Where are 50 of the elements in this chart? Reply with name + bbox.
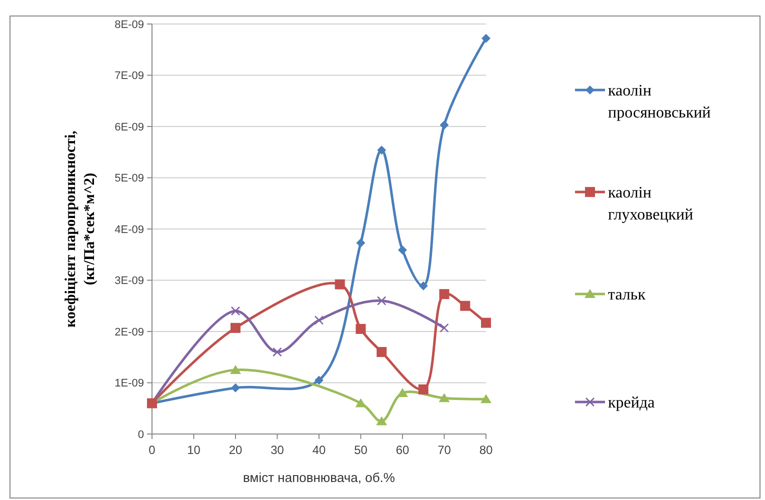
point <box>230 322 240 333</box>
x-axis-title: вміст наповнювача, об.% <box>243 470 396 485</box>
y-tick-label: 4E-09 <box>114 224 144 236</box>
point <box>480 394 492 404</box>
legend-label: каолін глуховецкий <box>608 184 694 224</box>
point <box>272 347 282 357</box>
point <box>356 324 366 334</box>
point <box>482 34 490 43</box>
y-tick-label: 1E-09 <box>114 378 144 390</box>
point <box>418 281 428 290</box>
point <box>231 383 240 392</box>
point <box>376 347 387 357</box>
point <box>397 388 408 397</box>
x-tick-label: 70 <box>438 443 452 457</box>
x-tick-label: 20 <box>228 443 242 457</box>
point <box>438 393 450 402</box>
point <box>230 364 241 374</box>
point <box>356 238 366 248</box>
x-tick-label: 50 <box>354 443 368 457</box>
x-tick-label: 80 <box>479 443 493 457</box>
point <box>376 296 386 306</box>
x-tick-label: 30 <box>270 443 284 457</box>
point <box>481 318 491 328</box>
point <box>377 146 386 155</box>
x-tick-label: 40 <box>312 443 326 457</box>
point <box>230 306 240 316</box>
point <box>440 323 449 333</box>
y-tick-label: 0 <box>138 428 144 441</box>
y-tick-label: 3E-09 <box>114 275 144 288</box>
y-tick-label: 6E-09 <box>114 121 144 134</box>
legend-label: каолін просяновський <box>608 82 712 122</box>
y-tick-label: 5E-09 <box>114 172 144 185</box>
x-tick-label: 0 <box>148 443 156 457</box>
point <box>398 246 407 255</box>
point <box>314 376 324 385</box>
y-tick-label: 2E-09 <box>114 326 144 338</box>
legend-label: тальк <box>608 286 646 304</box>
point <box>460 300 470 311</box>
legend-label: крейда <box>608 394 655 412</box>
y-tick-label: 8E-09 <box>114 18 144 31</box>
x-tick-label: 10 <box>187 443 201 457</box>
point <box>440 120 449 130</box>
x-tick-label: 60 <box>396 443 410 457</box>
y-tick-label: 7E-09 <box>114 70 144 82</box>
point <box>418 384 428 394</box>
point <box>334 279 345 290</box>
y-axis-title: коефіцієнт паропроникності, (кг/Па*сек*м^2) <box>63 130 98 328</box>
point <box>314 316 324 325</box>
point <box>439 289 450 300</box>
point <box>376 416 388 426</box>
